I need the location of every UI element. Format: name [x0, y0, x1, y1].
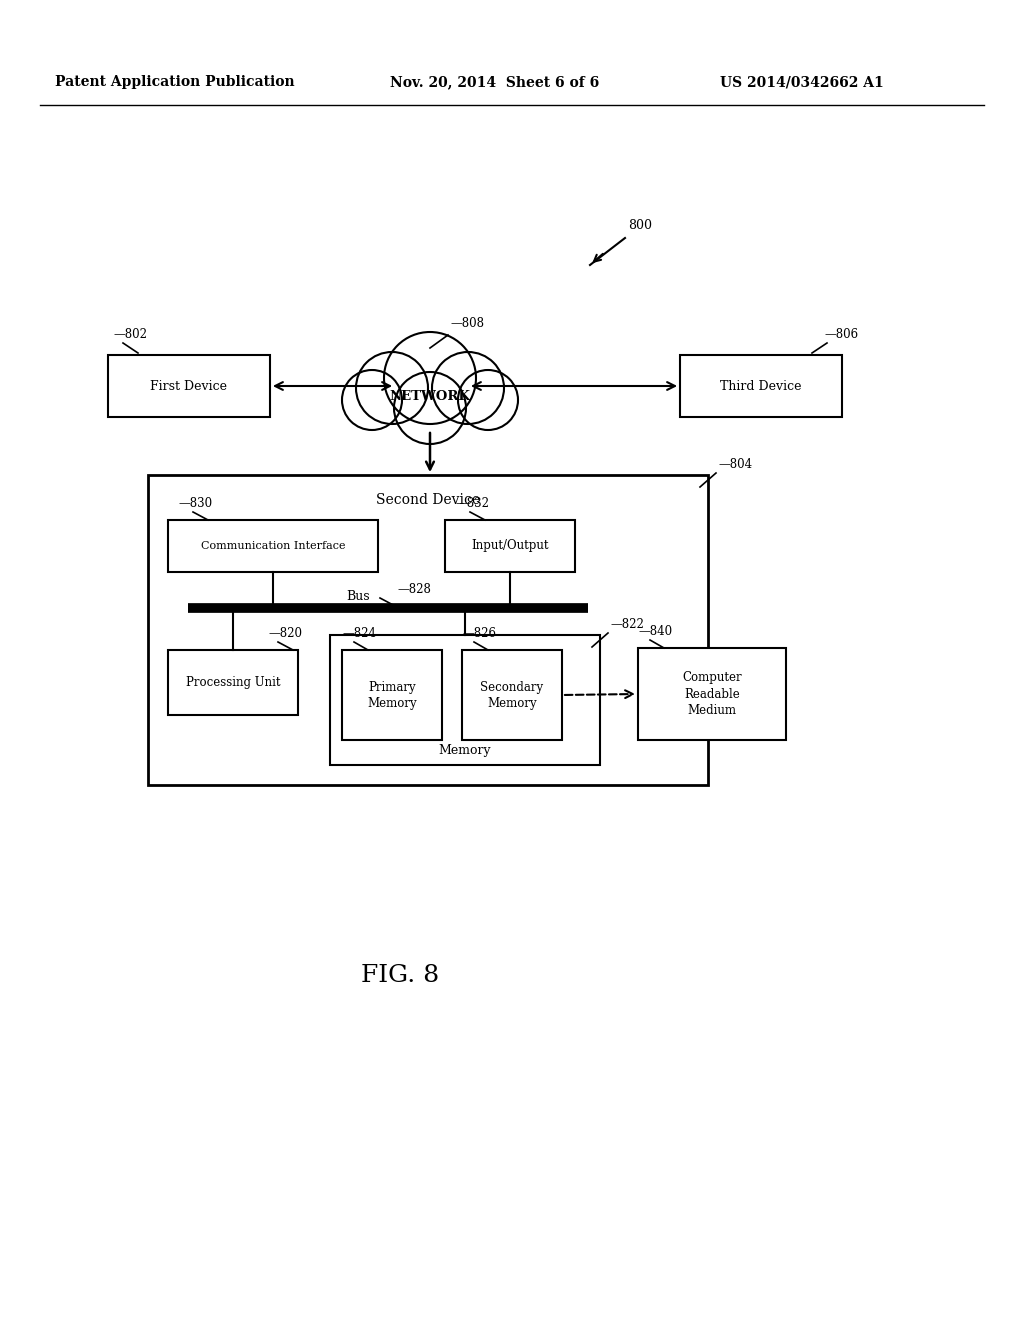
Bar [680, 355, 842, 417]
Circle shape [458, 370, 518, 430]
Text: Patent Application Publication: Patent Application Publication [55, 75, 295, 88]
Text: —828: —828 [397, 583, 431, 597]
Text: Primary: Primary [369, 681, 416, 693]
Text: Processing Unit: Processing Unit [185, 676, 281, 689]
Text: Medium: Medium [687, 704, 736, 717]
Text: Third Device: Third Device [720, 380, 802, 392]
Text: Memory: Memory [368, 697, 417, 710]
Text: Second Device: Second Device [376, 492, 480, 507]
Text: —840: —840 [638, 624, 672, 638]
Bar [638, 648, 786, 741]
Text: Computer: Computer [682, 672, 741, 685]
Text: —806: —806 [824, 327, 858, 341]
Text: Secondary: Secondary [480, 681, 544, 693]
Text: NETWORK: NETWORK [389, 389, 470, 403]
Text: —820: —820 [268, 627, 302, 640]
Text: —824: —824 [342, 627, 376, 640]
Text: —808: —808 [450, 317, 484, 330]
Text: —826: —826 [462, 627, 496, 640]
Text: FIG. 8: FIG. 8 [360, 964, 439, 986]
Bar [148, 475, 708, 785]
Text: —832: —832 [455, 498, 489, 510]
Bar [108, 355, 270, 417]
Circle shape [432, 352, 504, 424]
Text: Communication Interface: Communication Interface [201, 541, 345, 550]
Text: Memory: Memory [487, 697, 537, 710]
Bar [330, 635, 600, 766]
Text: —802: —802 [113, 327, 147, 341]
Text: Bus: Bus [346, 590, 370, 603]
Text: —822: —822 [610, 618, 644, 631]
Bar [445, 520, 575, 572]
Circle shape [342, 370, 402, 430]
Text: —804: —804 [718, 458, 752, 471]
Text: —830: —830 [178, 498, 212, 510]
Circle shape [384, 333, 476, 424]
Text: First Device: First Device [151, 380, 227, 392]
Text: US 2014/0342662 A1: US 2014/0342662 A1 [720, 75, 884, 88]
Text: Input/Output: Input/Output [471, 540, 549, 553]
Bar [342, 649, 442, 741]
Text: Memory: Memory [438, 744, 492, 756]
Circle shape [356, 352, 428, 424]
Bar [168, 649, 298, 715]
Bar [168, 520, 378, 572]
Circle shape [394, 372, 466, 444]
Text: Nov. 20, 2014  Sheet 6 of 6: Nov. 20, 2014 Sheet 6 of 6 [390, 75, 599, 88]
Bar [462, 649, 562, 741]
Text: 800: 800 [628, 219, 652, 232]
Text: Readable: Readable [684, 688, 740, 701]
